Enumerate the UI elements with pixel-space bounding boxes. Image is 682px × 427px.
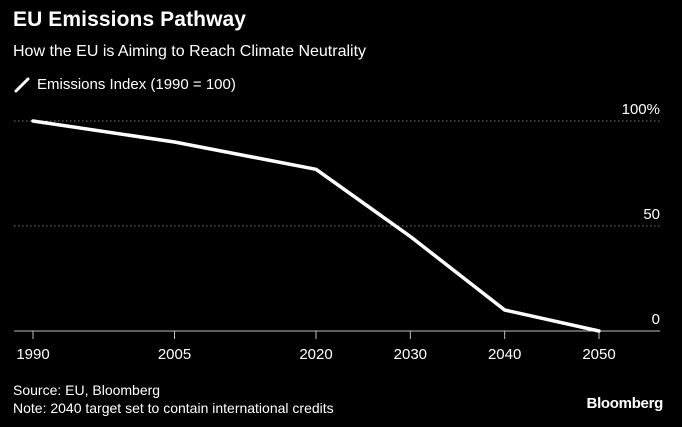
chart-title: EU Emissions Pathway [13, 8, 247, 31]
diagonal-line-icon [14, 77, 30, 92]
y-tick-label: 50 [643, 206, 660, 223]
x-tick-label: 2020 [299, 346, 332, 363]
series-layer [31, 119, 601, 333]
x-tick-label: 2040 [488, 346, 521, 363]
bloomberg-logo: Bloomberg [586, 395, 664, 412]
footer: Source: EU, Bloomberg Note: 2040 target … [13, 381, 334, 417]
y-axis-labels: 0 50 100% [622, 101, 660, 328]
y-tick-label: 100% [622, 101, 660, 118]
legend-label: Emissions Index (1990 = 100) [37, 76, 236, 93]
series-line-emissions-index [31, 119, 601, 333]
legend: Emissions Index (1990 = 100) [14, 76, 236, 93]
x-tick-label: 2050 [582, 346, 615, 363]
y-tick-label: 0 [652, 311, 660, 328]
gridlines [14, 120, 660, 227]
footnote: Note: 2040 target set to contain interna… [13, 400, 334, 416]
x-axis: 1990 2005 2020 2030 2040 2050 [14, 330, 660, 363]
source-note: Source: EU, Bloomberg [13, 382, 161, 398]
x-tick-label: 1990 [16, 346, 49, 363]
chart-subtitle: How the EU is Aiming to Reach Climate Ne… [13, 43, 367, 60]
x-tick-label: 2005 [158, 346, 191, 363]
x-tick-label: 2030 [394, 346, 427, 363]
